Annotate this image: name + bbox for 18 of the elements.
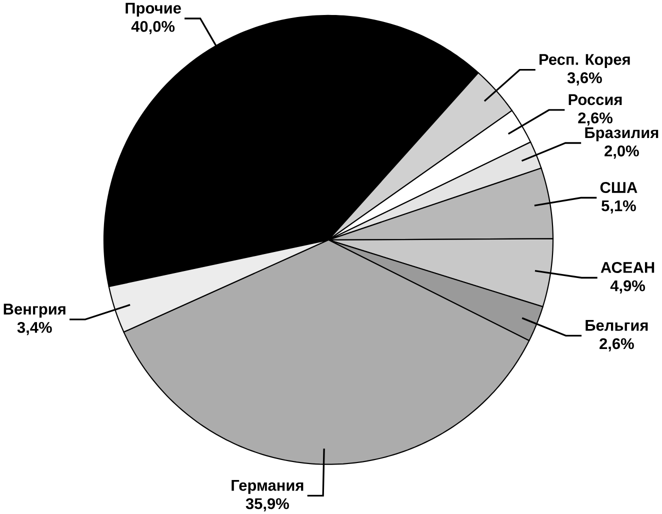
slice-label: Россия: [568, 94, 622, 106]
data-label: 4,9%: [610, 280, 646, 294]
data-label: 2,0%: [604, 145, 639, 159]
data-label: 3,6%: [567, 72, 602, 86]
slice-label: Венгрия: [4, 304, 66, 318]
data-label: 40,0%: [131, 20, 175, 34]
data-label: 35,9%: [246, 498, 289, 512]
data-label: 2,6%: [578, 112, 612, 126]
data-label: 5,1%: [602, 200, 636, 214]
slice-label: Бельгия: [586, 320, 648, 331]
slice-label: Германия: [232, 480, 304, 494]
slice-label: Прочие: [126, 2, 181, 17]
slice-label: АСЕАН: [600, 262, 654, 273]
slice-label: Респ. Корея: [540, 54, 630, 68]
data-label: 2,6%: [600, 338, 634, 352]
slice-label: Бразилия: [585, 127, 658, 142]
data-label: 3,4%: [17, 322, 52, 336]
slice-label: США: [600, 182, 638, 193]
